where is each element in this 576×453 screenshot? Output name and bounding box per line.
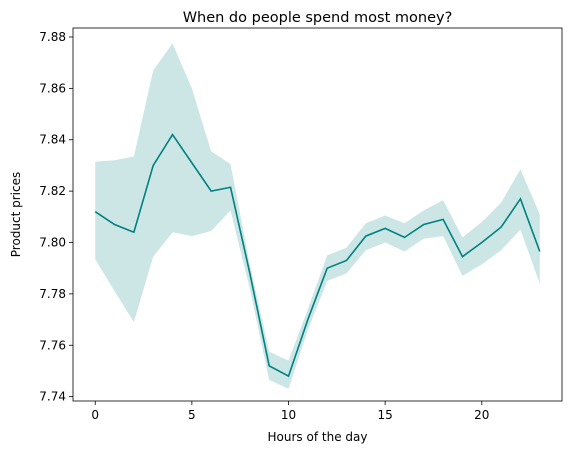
mean-line [94, 133, 541, 378]
confidence-band [95, 43, 540, 389]
x-axis-label: Hours of the day [268, 430, 368, 444]
y-tick-label: 7.76 [39, 338, 66, 352]
y-axis-label: Product prices [9, 172, 23, 258]
x-tick-label: 5 [188, 408, 196, 422]
y-axis-ticks: 7.74 7.76 7.78 7.80 7.82 7.84 7.86 7.88 [39, 30, 73, 404]
y-tick-label: 7.82 [39, 184, 66, 198]
x-tick-label: 0 [91, 408, 99, 422]
y-tick-label: 7.88 [39, 30, 66, 44]
y-tick-label: 7.80 [39, 236, 66, 250]
chart-title: When do people spend most money? [183, 10, 453, 26]
y-tick-label: 7.84 [39, 133, 66, 147]
y-tick-label: 7.74 [39, 390, 66, 404]
plot-area [94, 43, 541, 389]
x-tick-label: 15 [378, 408, 393, 422]
y-tick-label: 7.78 [39, 287, 66, 301]
y-tick-label: 7.86 [39, 81, 66, 95]
x-tick-label: 20 [474, 408, 489, 422]
x-tick-label: 10 [281, 408, 296, 422]
axes-frame [72, 27, 563, 402]
x-axis-ticks: 0 5 10 15 20 [91, 401, 489, 422]
